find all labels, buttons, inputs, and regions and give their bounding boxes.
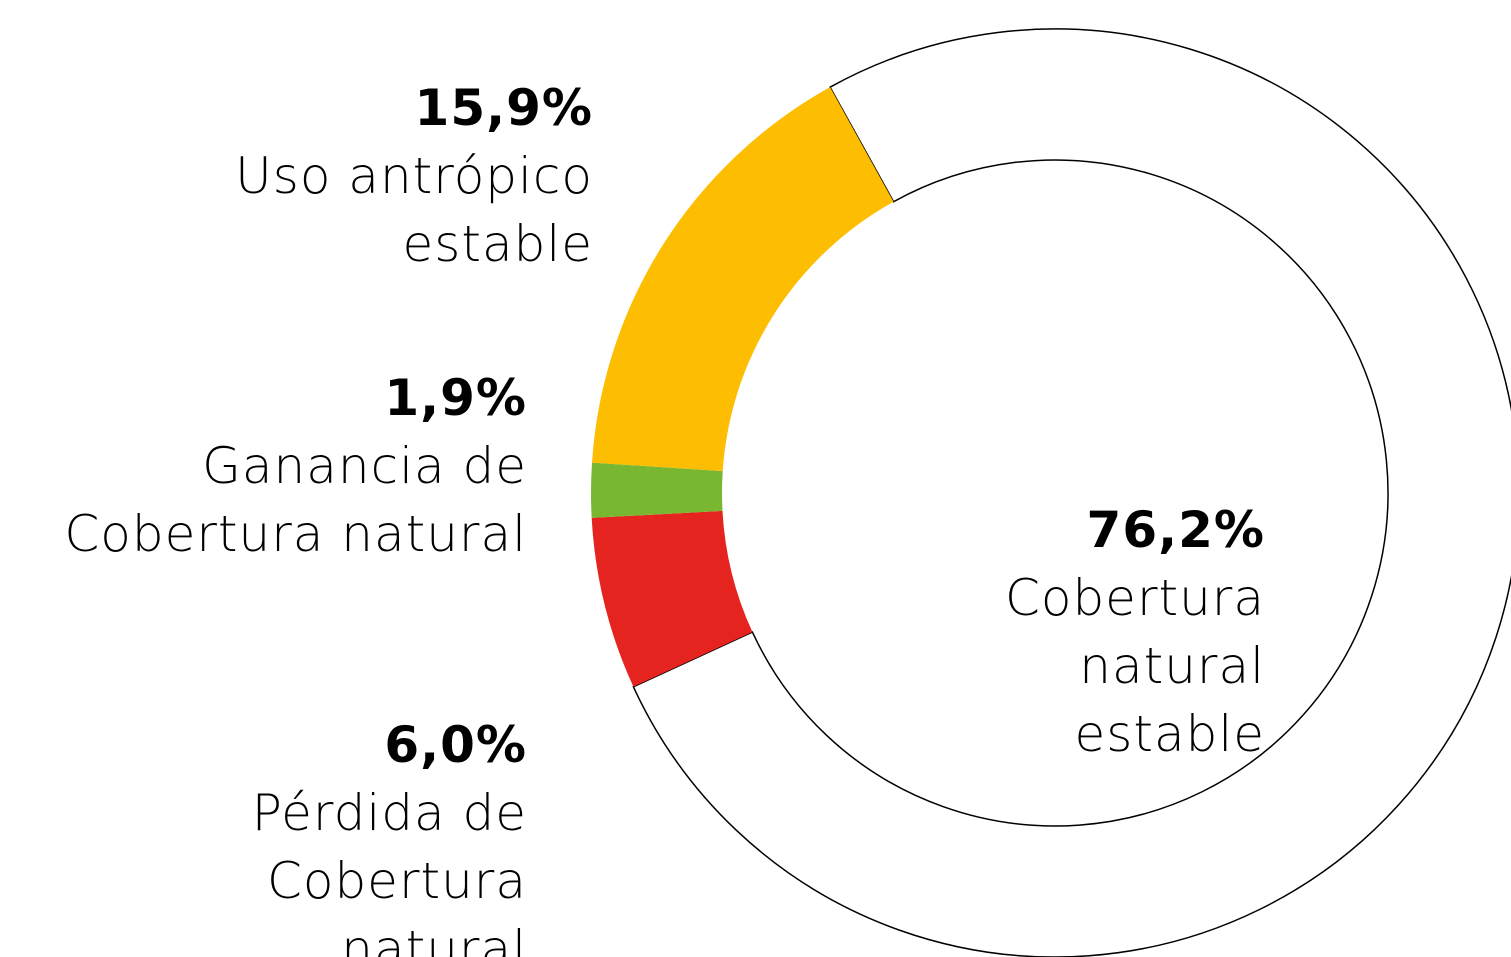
category-label: Ganancia de Cobertura natural	[64, 437, 527, 563]
value-label: 15,9%	[414, 79, 593, 137]
label-group: 1,9% Ganancia de Cobertura natural	[64, 296, 527, 568]
category-label: Uso antrópico estable	[235, 147, 593, 273]
value-label: 6,0%	[384, 716, 527, 774]
value-label: 76,2%	[1086, 501, 1265, 559]
label-group: 15,9% Uso antrópico estable	[235, 6, 593, 278]
category-label: Pérdida de Cobertura natural	[251, 784, 527, 957]
donut-segment	[591, 462, 723, 518]
label-group: 6,0% Pérdida de Cobertura natural	[252, 643, 527, 957]
value-label: 1,9%	[384, 369, 527, 427]
donut-segment	[591, 87, 894, 472]
label-group: 76,2% Cobertura natural estable	[1005, 428, 1265, 768]
donut-segment	[632, 28, 1511, 957]
donut-segment	[591, 510, 753, 687]
category-label: Cobertura natural estable	[1004, 569, 1265, 763]
